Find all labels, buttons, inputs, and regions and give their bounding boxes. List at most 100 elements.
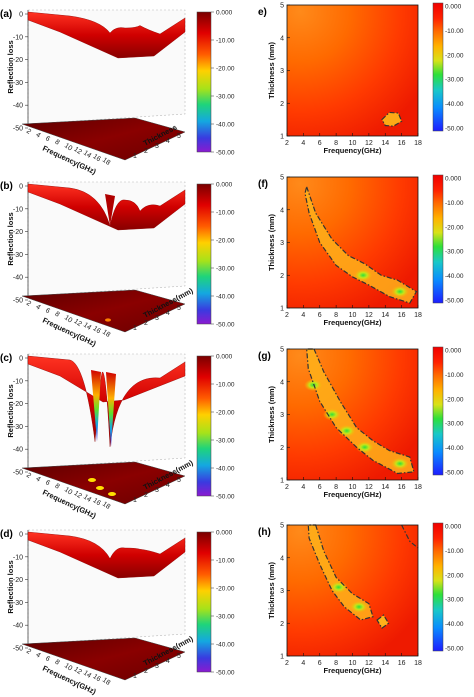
y-tick-label: 4 <box>280 555 284 562</box>
x-tick-label: 10 <box>349 484 357 491</box>
colorbar <box>432 346 444 476</box>
heatmap-field <box>287 525 418 656</box>
x-axis-title: Frequency(GHz) <box>324 318 382 327</box>
absorption-band <box>308 525 373 620</box>
x-tick-label: 18 <box>101 157 111 167</box>
x-tick-label: 16 <box>91 497 101 507</box>
colorbar-tick-label: -10.00 <box>445 200 464 207</box>
contour-line <box>304 184 418 304</box>
x-tick-label: 12 <box>365 660 373 667</box>
x-tick-label: 4 <box>301 312 305 319</box>
x-tick-label: 4 <box>34 304 41 312</box>
absorption-peak <box>354 269 373 282</box>
colorbar-tick-label: -50.00 <box>216 494 235 501</box>
colorbar-tick-label: -30.00 <box>445 597 464 604</box>
x-tick-label: 14 <box>381 484 389 491</box>
x-tick-label: 12 <box>72 146 82 156</box>
x-tick-label: 18 <box>414 140 422 147</box>
colorbar-tick-label: -20.00 <box>445 52 464 59</box>
x-tick-label: 16 <box>91 153 101 163</box>
rl-dip <box>105 194 115 226</box>
z-tick-label: -40 <box>13 275 23 282</box>
absorption-peak <box>337 424 356 437</box>
y-tick-label: 1 <box>280 306 284 313</box>
floor-hotspot <box>108 492 116 496</box>
z-tick-label: -10 <box>13 206 23 213</box>
z-tick-label: -30 <box>13 252 23 259</box>
x-tick-label: 18 <box>414 312 422 319</box>
colorbar-tick-label: -10.00 <box>445 28 464 35</box>
y-axis-title: Thickness (mm) <box>267 561 276 619</box>
colorbar-tick-label: -30.00 <box>216 266 235 273</box>
y-tick-label: 5 <box>280 523 284 530</box>
x-tick-label: 2 <box>25 648 32 656</box>
floor-projection <box>21 117 186 161</box>
x-tick-label: 14 <box>381 312 389 319</box>
z-tick-label: -30 <box>13 600 23 607</box>
absorption-peak <box>304 379 323 392</box>
y-tick-label: 1 <box>280 654 284 661</box>
panel-label: (f) <box>258 179 268 190</box>
panel-label: e) <box>258 7 267 18</box>
panel-label: (b) <box>0 181 13 192</box>
z-tick-label: -30 <box>13 424 23 431</box>
rl-dip <box>91 370 101 442</box>
heatmap-panel: (g)2 4 6 8 10 12 14 16 18Frequency(GHz)12345Thic… <box>258 347 464 500</box>
y-tick-label: 3 <box>280 412 284 419</box>
x-tick-label: 12 <box>365 312 373 319</box>
colorbar-tick-label: -40.00 <box>216 466 235 473</box>
z-tick-label: -40 <box>13 623 23 630</box>
colorbar-tick-label: 0.000 <box>216 182 233 189</box>
x-tick-label: 2 <box>285 484 289 491</box>
y-tick-label: 3 <box>155 663 159 670</box>
colorbar <box>196 531 212 673</box>
z-tick-label: -50 <box>13 470 23 477</box>
z-tick-label: -40 <box>13 447 23 454</box>
y-tick-label: 5 <box>177 653 181 660</box>
x-tick-label: 2 <box>25 472 32 480</box>
x-tick-label: 10 <box>63 314 73 324</box>
floor-projection <box>21 637 186 681</box>
z-tick-label: 0 <box>19 184 23 191</box>
absorption-peak <box>350 600 369 613</box>
contour-line <box>376 614 390 630</box>
y-tick-label: 4 <box>166 658 170 665</box>
colorbar <box>196 183 212 325</box>
absorption-peak <box>355 441 374 454</box>
x-tick-label: 16 <box>398 312 406 319</box>
y-tick-label: 3 <box>280 588 284 595</box>
z-tick-label: 0 <box>19 356 23 363</box>
colorbar-tick-label: -50.00 <box>445 298 464 305</box>
x-tick-label: 12 <box>72 318 82 328</box>
colorbar-tick-label: -20.00 <box>445 572 464 579</box>
colorbar-tick-label: -30.00 <box>216 438 235 445</box>
panel-label: (d) <box>0 529 13 540</box>
y-axis-title: Thickness (mm) <box>267 213 276 271</box>
panel-label: (g) <box>258 351 271 362</box>
x-tick-label: 2 <box>285 312 289 319</box>
y-tick-label: 2 <box>144 148 148 155</box>
x-tick-label: 16 <box>398 484 406 491</box>
y-axis-title: Thickness (mm) <box>267 385 276 443</box>
absorption-band <box>381 112 402 127</box>
x-tick-label: 10 <box>63 142 73 152</box>
y-tick-label: 2 <box>280 445 284 452</box>
colorbar-tick-label: -40.00 <box>216 294 235 301</box>
y-tick-label: 3 <box>280 240 284 247</box>
z-tick-label: -50 <box>13 126 23 133</box>
z-axis-title: Reflection loss <box>6 560 15 613</box>
x-tick-label: 14 <box>381 660 389 667</box>
colorbar-tick-label: 0.000 <box>445 524 462 531</box>
x-tick-label: 12 <box>72 490 82 500</box>
colorbar-tick-label: -30.00 <box>216 94 235 101</box>
x-tick-label: 18 <box>414 484 422 491</box>
absorption-peak <box>390 457 409 470</box>
x-tick-label: 6 <box>318 484 322 491</box>
rl-surface <box>27 355 186 447</box>
colorbar-tick-label: -50.00 <box>216 150 235 157</box>
z-tick-label: -10 <box>13 554 23 561</box>
heatmap-panel: (f)2 4 6 8 10 12 14 16 18Frequency(GHz)12345Thic… <box>258 175 464 328</box>
z-tick-label: -10 <box>13 378 23 385</box>
y-tick-label: 1 <box>280 134 284 141</box>
absorption-peak <box>390 285 409 298</box>
